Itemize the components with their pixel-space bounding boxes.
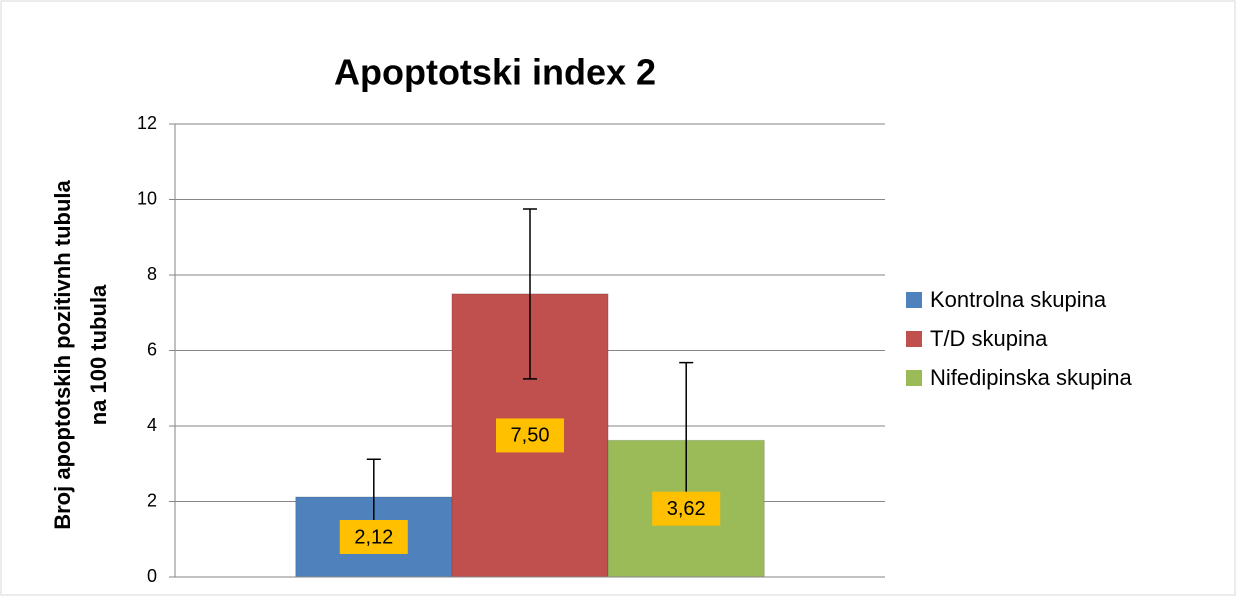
y-tick-label: 6 bbox=[147, 339, 157, 359]
y-tick-label: 10 bbox=[137, 188, 157, 208]
y-axis-label-line: Broj apoptotskih pozitivnh tubula bbox=[50, 179, 75, 529]
legend-label: Nifedipinska skupina bbox=[930, 365, 1133, 390]
value-label: 3,62 bbox=[667, 498, 706, 520]
legend-swatch bbox=[906, 292, 922, 308]
legend-label: Kontrolna skupina bbox=[930, 287, 1107, 312]
y-tick-label: 8 bbox=[147, 264, 157, 284]
y-tick-label: 2 bbox=[147, 490, 157, 510]
error-bar bbox=[523, 208, 537, 380]
value-label: 2,12 bbox=[354, 526, 393, 548]
value-label-box bbox=[496, 418, 564, 453]
y-axis-label-line: na 100 tubula bbox=[86, 284, 111, 425]
legend-swatch bbox=[906, 331, 922, 347]
y-tick-label: 4 bbox=[147, 415, 157, 435]
value-label: 7,50 bbox=[511, 425, 550, 447]
value-label-box bbox=[652, 491, 721, 526]
chart-title: Apoptotski index 2 bbox=[334, 52, 656, 93]
y-tick-label: 0 bbox=[147, 566, 157, 586]
legend-label: T/D skupina bbox=[930, 326, 1048, 351]
y-axis-label: Broj apoptotskih pozitivnh tubula na 100… bbox=[50, 179, 111, 529]
y-tick-label: 12 bbox=[137, 113, 157, 133]
value-label-box bbox=[339, 519, 408, 554]
legend-swatch bbox=[906, 370, 922, 386]
